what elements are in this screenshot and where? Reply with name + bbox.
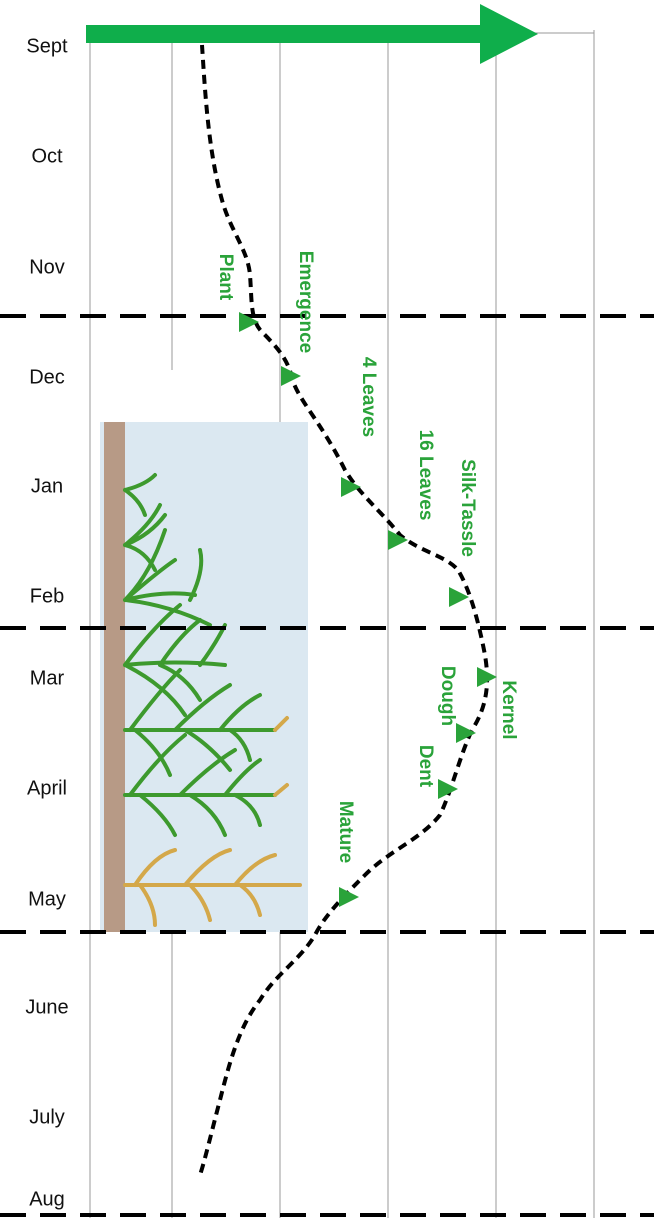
month-label: Jan — [31, 475, 63, 497]
month-label: Feb — [30, 585, 64, 607]
stage-marker — [477, 667, 497, 687]
dashed-lines — [0, 314, 654, 1217]
month-label: Mar — [30, 667, 65, 689]
stage-label: 4 Leaves — [358, 357, 379, 437]
month-label: Dec — [29, 366, 65, 388]
growth-curve — [198, 44, 490, 1176]
month-label: Nov — [29, 256, 65, 278]
stage-marker — [341, 477, 361, 497]
month-labels: Sept Oct Nov Dec Jan Feb Mar April May June July Au… — [25, 35, 68, 1210]
stage-label: Mature — [335, 801, 356, 863]
month-label: Oct — [31, 145, 63, 167]
month-label: Sept — [26, 35, 68, 57]
corn-image — [100, 422, 308, 932]
month-label: Aug — [29, 1188, 65, 1210]
stage-marker — [388, 530, 408, 550]
stage-label: Kernel — [498, 680, 519, 739]
time-arrow — [86, 4, 538, 64]
stage-label: Dent — [415, 745, 436, 788]
vertical-lines — [89, 30, 595, 1218]
stage-label: Plant — [215, 254, 236, 301]
stage-marker — [239, 312, 259, 332]
stage-markers: Plant Emergence 4 Leaves 16 Leaves Silk-Tass… — [215, 251, 519, 907]
month-label: June — [25, 996, 68, 1018]
stage-marker — [281, 366, 301, 386]
stage-marker — [456, 723, 476, 743]
stage-marker — [449, 587, 469, 607]
stage-label: Silk-Tassle — [457, 459, 478, 557]
stage-marker — [339, 887, 359, 907]
stage-label: 16 Leaves — [415, 430, 436, 521]
month-label: April — [27, 777, 67, 799]
stage-marker — [438, 779, 458, 799]
month-label: May — [28, 888, 66, 910]
stage-label: Emergence — [295, 251, 316, 353]
stage-label: Dough — [437, 666, 458, 726]
month-label: July — [29, 1106, 65, 1128]
